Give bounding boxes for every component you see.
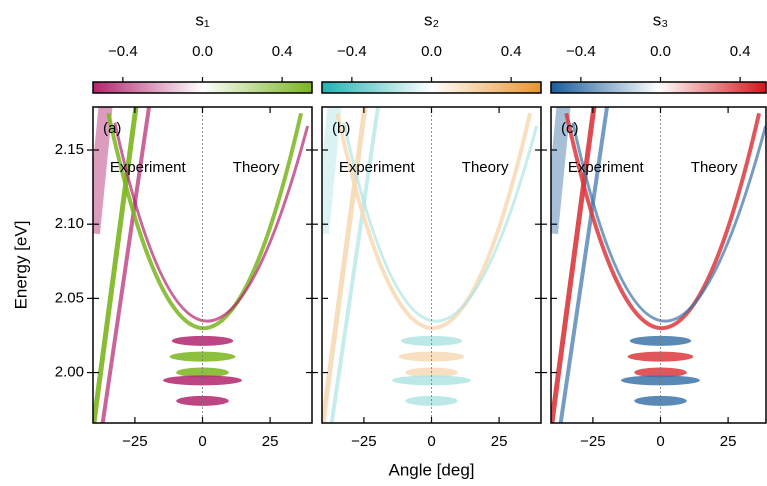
x-tick-label: 25 <box>491 433 508 450</box>
colorbar-tick-label: 0.0 <box>421 43 442 60</box>
y-tick-label: 2.15 <box>55 141 84 158</box>
y-tick-label: 2.00 <box>55 364 84 381</box>
heatmap-feature <box>558 107 610 423</box>
annotation: Theory <box>462 159 509 176</box>
colorbar-tick-label: 0.4 <box>272 43 293 60</box>
heatmap-feature <box>322 107 342 235</box>
colorbar-tick-label: 0.4 <box>501 43 522 60</box>
x-axis-label: Angle [deg] <box>388 460 474 479</box>
colorbar-title: s₁ <box>195 10 210 29</box>
heatmap-feature <box>335 112 532 331</box>
heatmap-feature <box>113 122 310 323</box>
y-tick-label: 2.10 <box>55 215 84 232</box>
x-tick-label: −25 <box>351 433 376 450</box>
x-tick-label: 0 <box>656 433 664 450</box>
colorbar <box>550 81 767 94</box>
heatmap <box>322 107 539 423</box>
colorbar-tick-label: 0.0 <box>192 43 213 60</box>
colorbar-title: s₃ <box>653 10 668 29</box>
panel-frame <box>550 106 767 424</box>
colorbar <box>92 81 313 94</box>
heatmap-feature <box>93 107 113 235</box>
heatmap-feature <box>322 107 368 423</box>
y-tick-label: 2.05 <box>55 289 84 306</box>
y-axis-label: Energy [eV] <box>11 221 30 310</box>
panel-label: (c) <box>561 120 579 137</box>
annotation: Experiment <box>339 159 416 176</box>
colorbar-tick-label: −0.4 <box>108 43 138 60</box>
annotation: Theory <box>691 159 738 176</box>
heatmap-feature <box>100 107 152 423</box>
heatmap-feature <box>329 107 381 423</box>
heatmap-feature <box>564 112 761 331</box>
colorbar-title: s₂ <box>424 10 439 29</box>
heatmap-feature <box>551 107 597 423</box>
colorbar-tick-label: −0.4 <box>337 43 367 60</box>
colorbar <box>321 81 542 94</box>
colorbar-tick-label: 0.0 <box>650 43 671 60</box>
heatmap-feature <box>571 122 766 323</box>
heatmap-feature <box>106 112 303 331</box>
heatmap-feature <box>342 122 539 323</box>
annotation: Experiment <box>568 159 645 176</box>
heatmap-feature <box>93 107 139 423</box>
x-tick-label: −25 <box>580 433 605 450</box>
annotation: Experiment <box>110 159 187 176</box>
panel-label: (a) <box>103 120 121 137</box>
colorbar-tick-label: 0.4 <box>730 43 751 60</box>
heatmap-feature <box>551 107 571 235</box>
panel-label: (b) <box>332 120 350 137</box>
annotation: Theory <box>233 159 280 176</box>
heatmap <box>551 107 766 423</box>
heatmap <box>93 107 310 423</box>
x-tick-label: −25 <box>122 433 147 450</box>
x-tick-label: 0 <box>427 433 435 450</box>
colorbar-tick-label: −0.4 <box>566 43 596 60</box>
x-tick-label: 25 <box>262 433 279 450</box>
x-tick-label: 25 <box>720 433 737 450</box>
x-tick-label: 0 <box>198 433 206 450</box>
